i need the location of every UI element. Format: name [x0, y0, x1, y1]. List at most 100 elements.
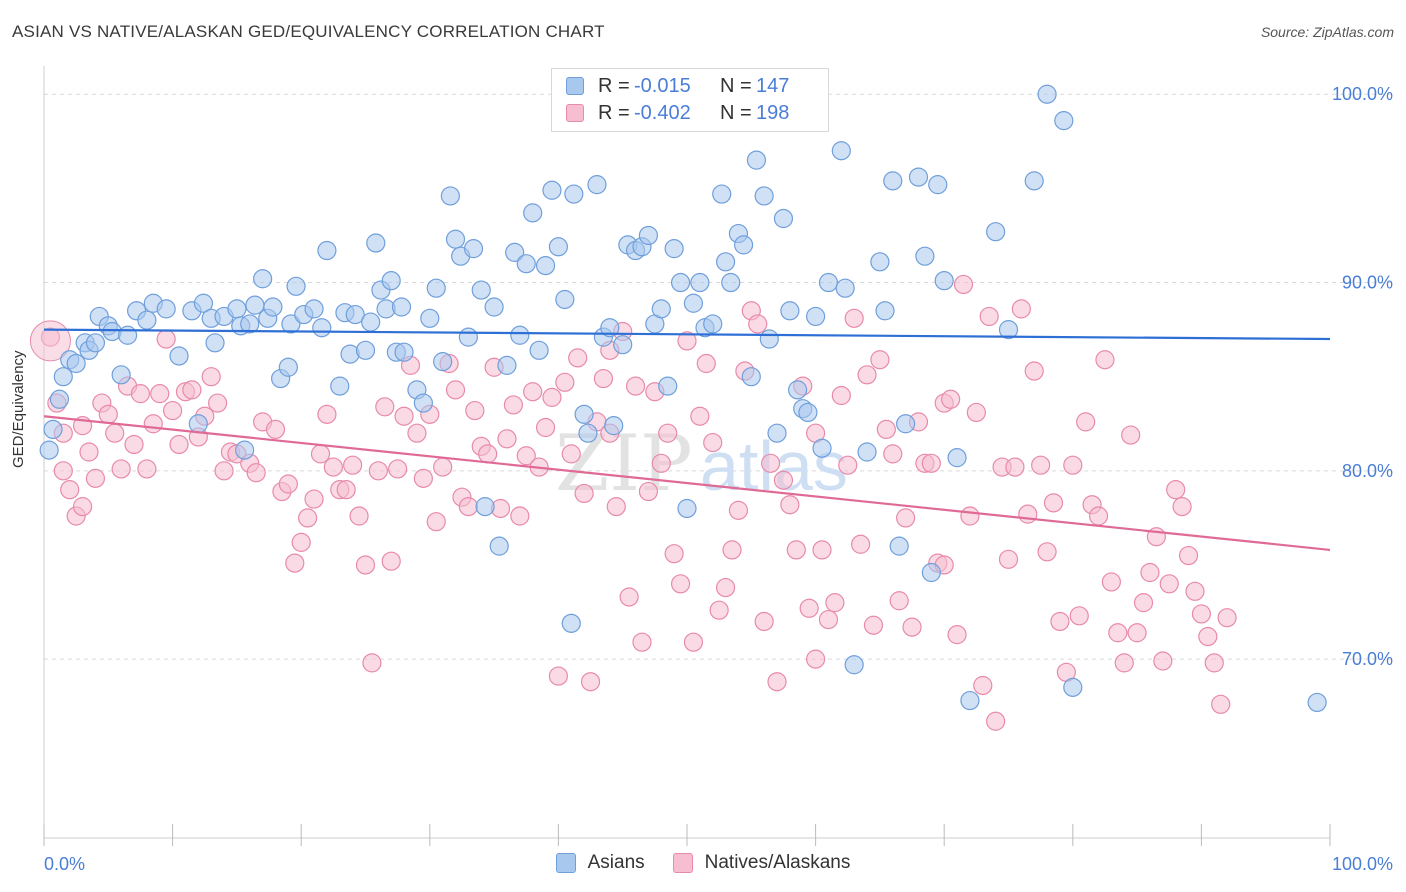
asians-point — [875, 301, 895, 321]
asians-point — [484, 297, 504, 317]
asians-point — [330, 376, 350, 396]
asians-point — [870, 252, 890, 272]
asians-point — [535, 255, 556, 276]
asians-point — [759, 329, 779, 349]
legend-label-natives: Natives/Alaskans — [704, 852, 851, 873]
asians-point — [445, 229, 466, 249]
natives-point — [651, 453, 671, 473]
natives-point — [1185, 581, 1205, 601]
asians-point — [960, 690, 980, 711]
asians-point — [193, 293, 214, 313]
natives-point — [979, 306, 999, 327]
natives-point — [426, 512, 446, 532]
asians-point — [85, 333, 106, 353]
asians-point — [1024, 171, 1044, 191]
natives-point — [336, 480, 356, 500]
legend-label-asians: Asians — [587, 852, 645, 873]
asians-point — [413, 393, 433, 413]
natives-point — [201, 367, 221, 387]
natives-point — [375, 397, 395, 417]
natives-point — [98, 404, 118, 424]
natives-point — [825, 593, 845, 613]
asians-point — [111, 365, 131, 385]
asians-point — [798, 402, 818, 423]
asians-swatch — [555, 853, 576, 873]
asians-point — [915, 246, 935, 266]
r-value: -0.402 — [634, 101, 691, 124]
asians-point — [921, 562, 941, 583]
legend-item-natives[interactable]: Natives/Alaskans — [672, 852, 851, 874]
natives-point — [1140, 562, 1160, 583]
natives-point — [1159, 574, 1179, 594]
natives-point — [355, 555, 376, 575]
n-label: N = — [720, 74, 752, 97]
natives-point — [124, 434, 144, 455]
natives-point — [1127, 623, 1147, 643]
natives-swatch — [672, 853, 693, 873]
natives-point — [182, 380, 202, 400]
natives-point — [323, 457, 343, 477]
natives-point — [72, 497, 93, 517]
n-value: 147 — [756, 74, 790, 97]
asians-point — [638, 225, 659, 246]
source-label: Source: ZipAtlas.com — [1260, 24, 1394, 40]
asians-point — [947, 448, 967, 468]
n-label: N = — [720, 101, 752, 124]
asians-point — [604, 416, 624, 436]
asians-point — [523, 203, 543, 223]
asians-trend-line — [43, 328, 1331, 341]
natives-point — [799, 598, 819, 618]
asians-point — [812, 438, 832, 458]
natives-point — [137, 459, 157, 479]
natives-point — [478, 444, 498, 464]
asians-point — [600, 318, 620, 338]
asians-point — [43, 419, 63, 440]
natives-point — [214, 461, 234, 481]
asians-point — [883, 171, 903, 191]
asians-point — [345, 304, 365, 325]
natives-point — [658, 423, 678, 443]
asians-point — [721, 272, 741, 293]
asians-point — [355, 340, 376, 360]
asians-point — [253, 269, 273, 289]
asians-point — [754, 186, 774, 206]
asians-points — [39, 84, 1327, 713]
natives-point — [298, 508, 318, 528]
asians-point — [555, 289, 575, 310]
natives-point — [407, 423, 427, 443]
asians-point — [542, 180, 562, 200]
natives-point — [998, 549, 1019, 569]
legend-item-asians[interactable]: Asians — [555, 852, 645, 874]
natives-point — [960, 506, 980, 526]
natives-point — [465, 400, 485, 421]
asians-point — [831, 141, 851, 161]
asians-point — [773, 208, 794, 229]
y-tick-label: 100.0% — [1332, 84, 1393, 104]
natives-point — [812, 540, 832, 560]
natives-point — [805, 649, 826, 669]
natives-point — [458, 497, 478, 517]
natives-point — [780, 495, 800, 515]
natives-point — [29, 320, 71, 362]
tick-labels: 100.0% 90.0% 80.0% 70.0% 0.0% 100.0% — [44, 84, 1393, 874]
asians-point — [664, 239, 684, 259]
asians-point — [746, 150, 767, 170]
asians-point — [690, 272, 710, 293]
natives-point — [85, 468, 106, 488]
natives-point — [1069, 606, 1089, 626]
natives-point — [703, 432, 723, 453]
natives-point — [1198, 626, 1218, 647]
asians-point — [733, 235, 754, 255]
natives-point — [53, 461, 73, 481]
asians-point — [240, 314, 260, 334]
natives-point — [889, 591, 909, 611]
asians-point — [312, 318, 332, 338]
natives-point — [265, 419, 286, 440]
y-tick-label: 80.0% — [1342, 461, 1393, 481]
natives-point — [130, 384, 151, 404]
legend-row-natives: R = -0.402 N = 198 — [566, 100, 789, 126]
natives-point — [561, 444, 581, 464]
natives-point — [896, 508, 916, 528]
natives-point — [941, 389, 961, 409]
natives-point — [1114, 653, 1134, 673]
